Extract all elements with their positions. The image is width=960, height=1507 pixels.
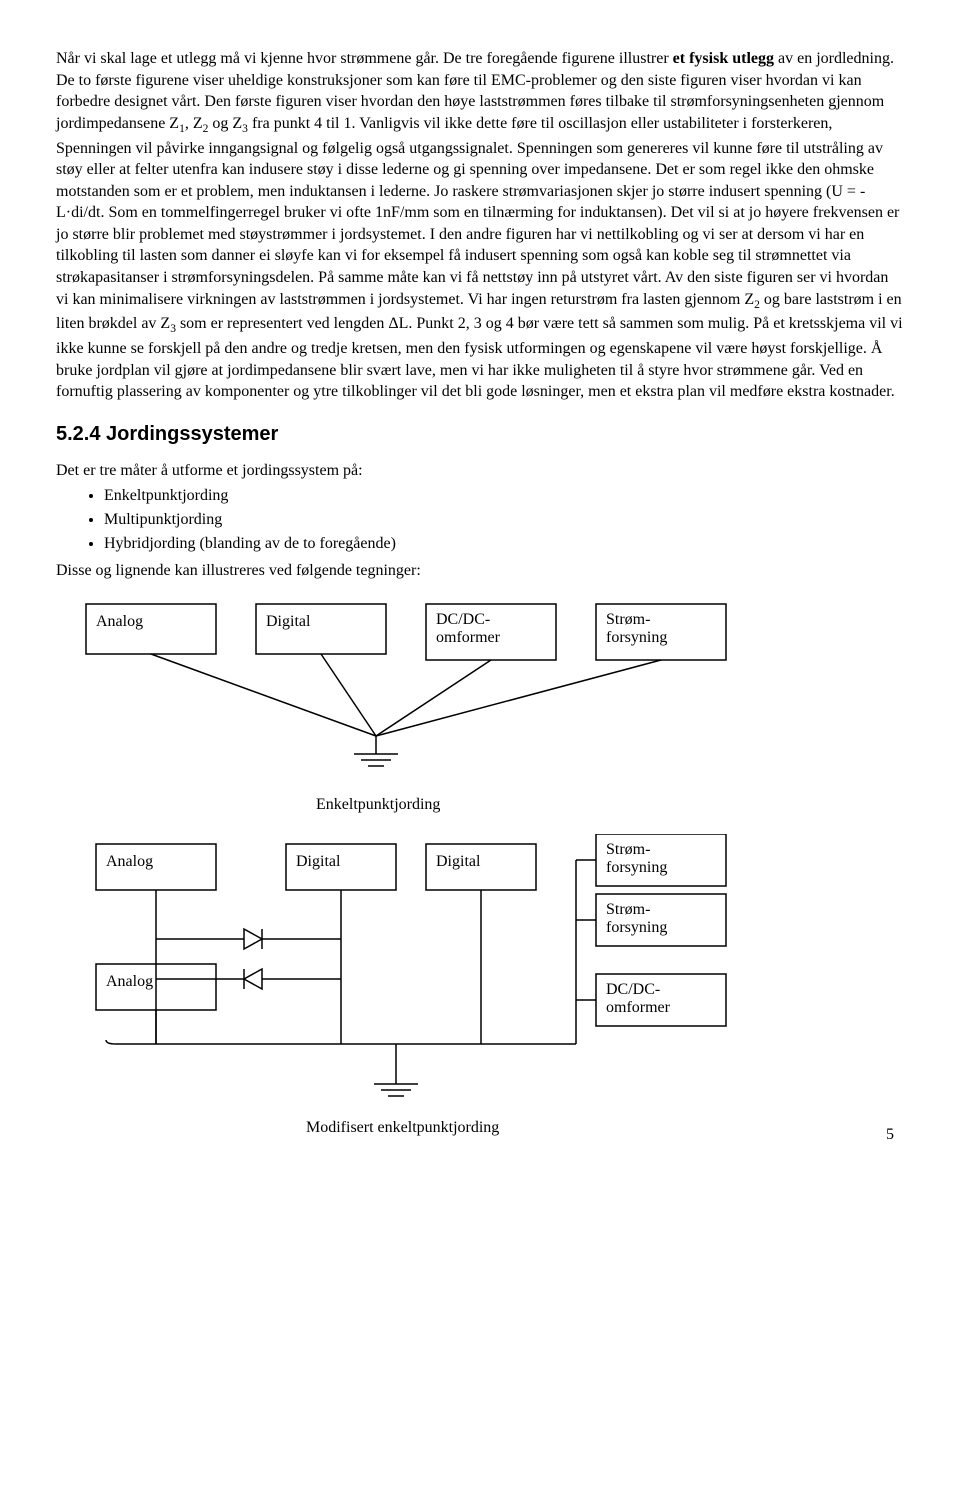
svg-text:omformer: omformer — [436, 629, 501, 646]
p1a: Når vi skal lage et utlegg må vi kjenne … — [56, 50, 673, 67]
p1h: som er representert ved lengden ΔL. Punk… — [56, 315, 903, 400]
svg-text:Strøm-: Strøm- — [606, 901, 650, 918]
svg-text:Analog: Analog — [106, 853, 153, 870]
modified-single-point-grounding-diagram: AnalogDigitalDigitalStrøm-forsyningStrøm… — [56, 834, 904, 1144]
p1d: , Z — [185, 115, 203, 132]
svg-text:Analog: Analog — [96, 613, 143, 630]
p1b: et fysisk utlegg — [673, 50, 774, 67]
svg-text:forsyning: forsyning — [606, 859, 667, 876]
svg-text:Strøm-: Strøm- — [606, 841, 650, 858]
svg-text:forsyning: forsyning — [606, 919, 667, 936]
svg-text:forsyning: forsyning — [606, 629, 667, 646]
main-paragraph: Når vi skal lage et utlegg må vi kjenne … — [56, 48, 904, 403]
single-point-grounding-diagram: Analog Digital DC/DC-omformer Strøm-forsyni… — [56, 594, 904, 824]
svg-text:Analog: Analog — [106, 973, 153, 990]
list-item: Hybridjording (blanding av de to foregåe… — [104, 533, 904, 557]
p1f: fra punkt 4 til 1. Vanligvis vil ikke de… — [56, 115, 899, 308]
section-heading: 5.2.4 Jordingssystemer — [56, 421, 904, 448]
svg-text:omformer: omformer — [606, 999, 671, 1016]
list-item: Enkeltpunktjording — [104, 485, 904, 509]
svg-text:Digital: Digital — [296, 853, 341, 870]
svg-text:DC/DC-: DC/DC- — [436, 611, 490, 628]
list-item: Multipunktjording — [104, 509, 904, 533]
after-bullets: Disse og lignende kan illustreres ved fø… — [56, 560, 904, 582]
svg-text:DC/DC-: DC/DC- — [606, 981, 660, 998]
svg-text:Strøm-: Strøm- — [606, 611, 650, 628]
svg-text:Digital: Digital — [436, 853, 481, 870]
svg-text:Enkeltpunktjording: Enkeltpunktjording — [316, 796, 440, 813]
svg-text:Digital: Digital — [266, 613, 311, 630]
svg-text:Modifisert enkeltpunktjording: Modifisert enkeltpunktjording — [306, 1119, 499, 1136]
p1e: og Z — [208, 115, 242, 132]
list-intro: Det er tre måter å utforme et jordingssy… — [56, 460, 904, 482]
grounding-type-list: Enkeltpunktjording Multipunktjording Hyb… — [56, 485, 904, 556]
